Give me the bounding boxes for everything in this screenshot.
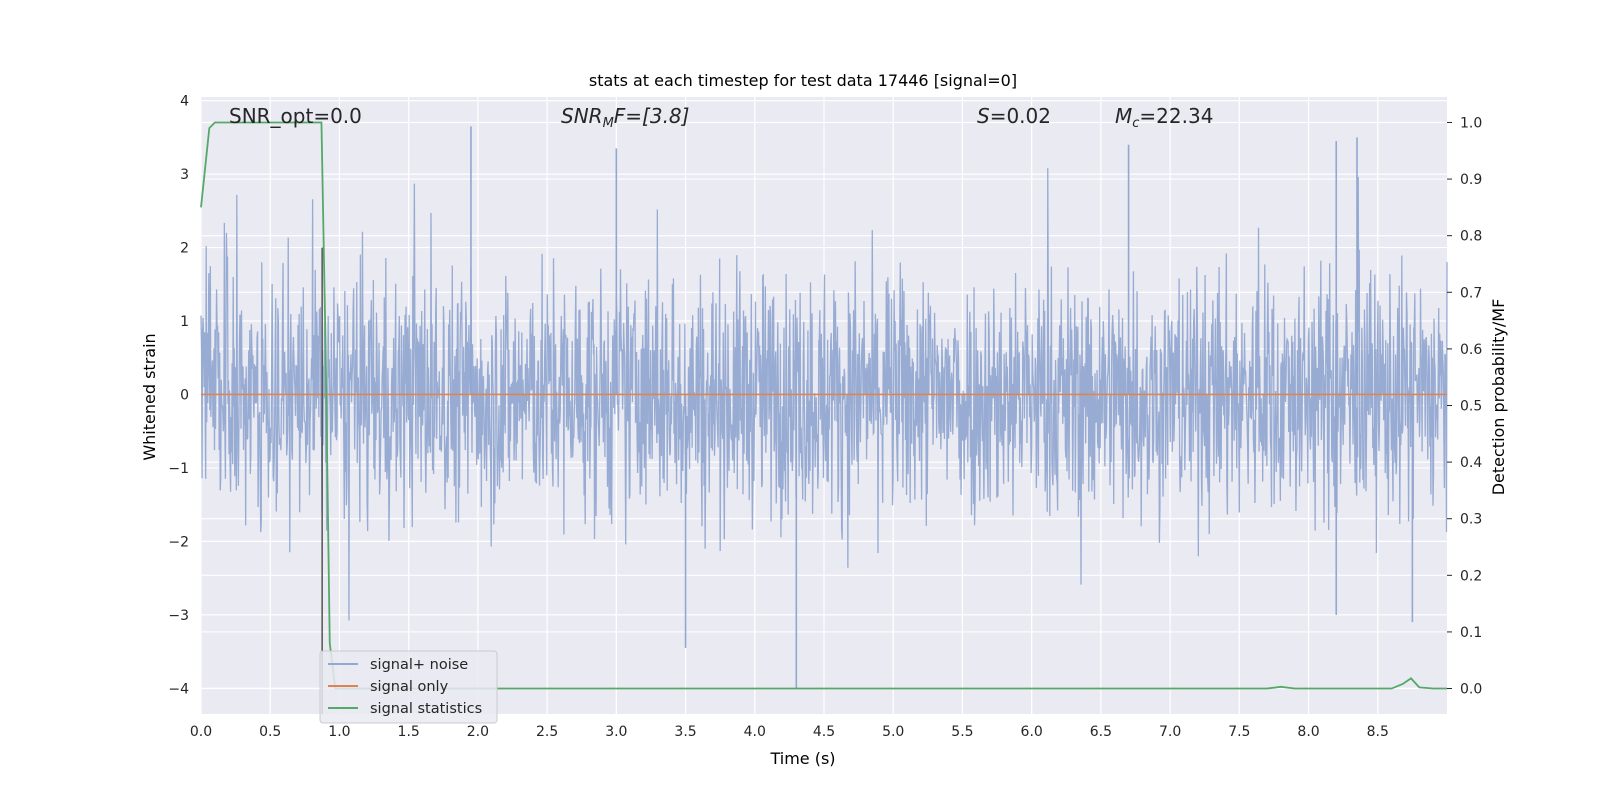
- y-tick-label: 0: [180, 387, 189, 403]
- x-tick-label: 2.5: [536, 724, 558, 740]
- x-tick-label: 4.0: [744, 724, 766, 740]
- legend-label-stats: signal statistics: [370, 701, 482, 717]
- y2-tick-label: 0.7: [1460, 285, 1482, 301]
- y-tick-label: 2: [180, 241, 189, 257]
- legend-label-signal: signal only: [370, 679, 449, 695]
- y2-tick-label: 0.9: [1460, 172, 1482, 188]
- y-tick-label: 1: [180, 314, 189, 330]
- x-tick-label: 4.5: [813, 724, 835, 740]
- y-tick-label: 4: [180, 94, 189, 110]
- x-tick-label: 0.0: [190, 724, 212, 740]
- y-tick-label: −4: [168, 681, 189, 697]
- y2-tick-label: 0.8: [1460, 229, 1482, 245]
- y2-tick-label: 0.1: [1460, 625, 1482, 641]
- y-axis-label: Whitened strain: [140, 333, 159, 460]
- y-tick-label: −1: [168, 461, 189, 477]
- y2-tick-label: 0.6: [1460, 342, 1482, 358]
- x-tick-label: 6.0: [1021, 724, 1043, 740]
- x-tick-label: 8.5: [1367, 724, 1389, 740]
- y-tick-label: −2: [168, 534, 189, 550]
- x-tick-label: 7.0: [1159, 724, 1181, 740]
- x-tick-label: 5.0: [882, 724, 904, 740]
- y2-tick-label: 0.0: [1460, 682, 1482, 698]
- x-tick-label: 7.5: [1228, 724, 1250, 740]
- x-tick-label: 3.5: [674, 724, 696, 740]
- y2-axis-ticks: 1.0 0.9 0.8 0.7 0.6 0.5 0.4 0.3 0.2 0.1 0.0: [1447, 115, 1482, 698]
- x-tick-label: 1.5: [398, 724, 420, 740]
- x-tick-label: 0.5: [259, 724, 281, 740]
- legend-label-noise: signal+ noise: [370, 657, 468, 673]
- annotation-s: S=0.02: [977, 104, 1051, 128]
- y2-tick-label: 1.0: [1460, 115, 1482, 131]
- x-tick-label: 5.5: [951, 724, 973, 740]
- signal-statistics-series: [200, 121, 1447, 690]
- chart-title: stats at each timestep for test data 174…: [589, 71, 1017, 90]
- y-tick-label: 3: [180, 167, 189, 183]
- noise-trace: [200, 168, 1448, 621]
- y2-axis-label: Detection probability/MF: [1489, 299, 1508, 496]
- y-axis-ticks: 4 3 2 1 0 −1 −2 −3 −4: [168, 94, 189, 698]
- x-tick-label: 1.0: [328, 724, 350, 740]
- x-tick-label: 2.0: [467, 724, 489, 740]
- x-tick-label: 8.0: [1297, 724, 1319, 740]
- y2-tick-label: 0.3: [1460, 512, 1482, 528]
- legend-box: [319, 650, 498, 724]
- x-tick-label: 3.0: [605, 724, 627, 740]
- y-tick-label: −3: [168, 608, 189, 624]
- y2-tick-label: 0.2: [1460, 568, 1482, 584]
- y2-tick-label: 0.4: [1460, 455, 1482, 471]
- legend: signal+ noise signal only signal statist…: [319, 650, 498, 724]
- signal-statistics-line: [200, 121, 1447, 690]
- annotation-snr-mf: SNRMF=[3.8]: [561, 104, 689, 131]
- y2-tick-label: 0.5: [1460, 399, 1482, 415]
- annotation-snr-opt: SNR_opt=0.0: [229, 104, 362, 128]
- annotation-mc: Mc=22.34: [1115, 104, 1213, 131]
- noise-series: [200, 126, 1448, 689]
- x-axis-ticks: 0.0 0.5 1.0 1.5 2.0 2.5 3.0 3.5 4.0 4.5 5.0 5.5 6.0 6…: [190, 724, 1389, 740]
- x-tick-label: 6.5: [1090, 724, 1112, 740]
- x-axis-label: Time (s): [769, 749, 835, 768]
